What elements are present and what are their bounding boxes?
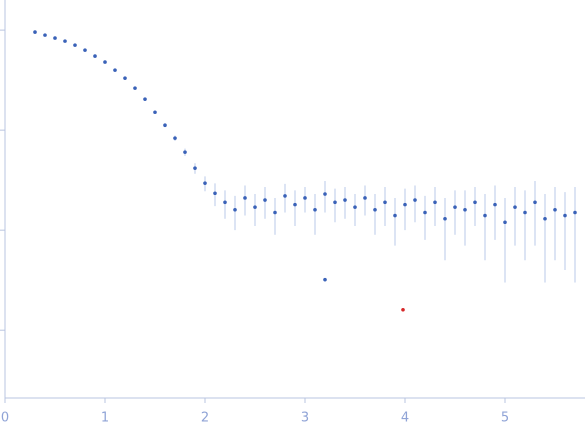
data-point bbox=[323, 192, 327, 196]
data-point bbox=[63, 39, 67, 43]
data-point bbox=[83, 48, 87, 52]
data-point bbox=[443, 216, 447, 221]
data-point bbox=[133, 86, 137, 90]
data-point bbox=[573, 210, 577, 215]
data-point bbox=[533, 200, 537, 205]
data-point bbox=[473, 200, 477, 205]
x-tick-label: 5 bbox=[501, 411, 509, 426]
data-point bbox=[463, 207, 467, 212]
data-point bbox=[273, 210, 277, 215]
data-point bbox=[353, 205, 357, 209]
data-point bbox=[203, 181, 207, 185]
data-point bbox=[153, 110, 157, 115]
data-point bbox=[163, 123, 167, 128]
data-point bbox=[563, 213, 567, 218]
data-point bbox=[423, 210, 427, 215]
data-point bbox=[263, 198, 267, 202]
data-point bbox=[343, 198, 347, 202]
data-point bbox=[283, 194, 287, 198]
outlier-point bbox=[323, 277, 327, 282]
data-point bbox=[93, 54, 97, 58]
data-point bbox=[303, 196, 307, 200]
data-point bbox=[333, 200, 337, 205]
data-point bbox=[513, 205, 517, 209]
outlier-point bbox=[401, 307, 405, 312]
data-point bbox=[313, 207, 317, 212]
x-tick-label: 0 bbox=[1, 411, 9, 426]
data-point bbox=[543, 216, 547, 221]
data-point bbox=[373, 207, 377, 212]
data-point bbox=[393, 213, 397, 218]
data-point bbox=[433, 200, 437, 205]
x-tick-label: 2 bbox=[201, 411, 209, 426]
data-point bbox=[383, 200, 387, 205]
data-point bbox=[483, 213, 487, 218]
data-point bbox=[243, 196, 247, 200]
data-point bbox=[173, 136, 177, 140]
data-point bbox=[33, 30, 37, 34]
x-tick-label: 1 bbox=[101, 411, 109, 426]
data-point bbox=[143, 97, 147, 101]
data-point bbox=[503, 220, 507, 225]
data-point bbox=[363, 196, 367, 200]
data-point bbox=[53, 36, 57, 40]
data-point bbox=[193, 166, 197, 170]
data-point bbox=[123, 76, 127, 80]
data-point bbox=[233, 207, 237, 212]
x-tick-label: 4 bbox=[401, 411, 409, 426]
data-point bbox=[293, 202, 297, 207]
data-point bbox=[493, 202, 497, 207]
data-point bbox=[183, 150, 187, 154]
data-point bbox=[403, 202, 407, 207]
data-point bbox=[73, 43, 77, 47]
data-point bbox=[213, 191, 217, 196]
data-point bbox=[553, 207, 557, 212]
data-point bbox=[223, 200, 227, 205]
data-point bbox=[523, 210, 527, 215]
data-point bbox=[113, 68, 117, 72]
data-point bbox=[103, 60, 107, 64]
x-tick-label: 3 bbox=[301, 411, 309, 426]
data-point bbox=[253, 205, 257, 209]
data-point bbox=[43, 33, 47, 37]
data-point bbox=[453, 205, 457, 209]
data-point bbox=[413, 198, 417, 202]
